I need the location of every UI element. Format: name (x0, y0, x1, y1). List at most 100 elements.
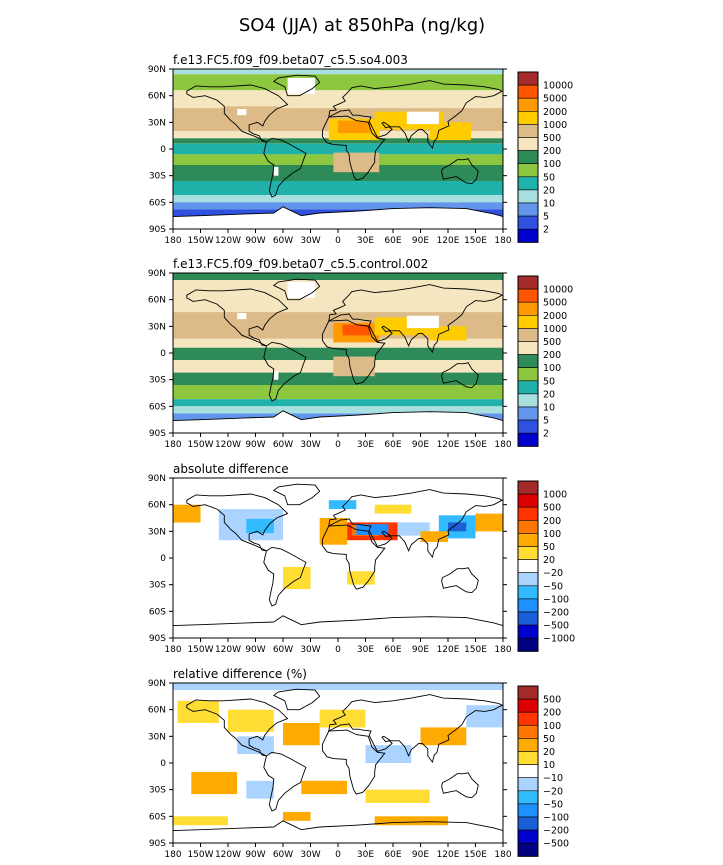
lon-tick-label: 120E (437, 440, 460, 450)
lon-tick-label: 180 (164, 440, 181, 450)
lon-tick-label: 60E (384, 236, 401, 246)
legend-swatch (517, 288, 539, 303)
legend-label: 500 (543, 503, 561, 514)
legend-swatch (517, 711, 539, 726)
color-legend: 500 200 100 50 20 10 −10 −20 −50 −100 −200 −500 (517, 685, 569, 857)
contour-fill (328, 500, 357, 510)
legend-label: 10000 (543, 81, 573, 92)
contour-fill (333, 152, 380, 173)
legend-swatch (517, 432, 539, 447)
legend-swatch (517, 367, 539, 382)
lon-tick-label: 90E (412, 645, 429, 655)
legend-swatch (517, 611, 539, 626)
contour-fill (228, 709, 274, 732)
lat-tick-label: 60S (149, 198, 166, 208)
legend-swatch (517, 493, 539, 508)
contour-fill (374, 816, 448, 826)
legend-label: −500 (543, 621, 569, 632)
legend-label: 1000 (543, 490, 567, 501)
contour-fill (173, 683, 503, 691)
lon-tick-label: 60W (273, 645, 293, 655)
legend-swatch (517, 724, 539, 739)
legend-label: 20 (543, 389, 555, 400)
missing-data (406, 111, 439, 125)
contour-fill (173, 195, 503, 203)
legend-label: 10 (543, 760, 555, 771)
contour-fill (356, 524, 389, 535)
panel-subtitle: f.e13.FC5.f09_f09.beta07_c5.5.control.00… (173, 257, 428, 271)
panel-subtitle: absolute difference (173, 462, 289, 476)
legend-swatch (517, 301, 539, 316)
legend-swatch (517, 572, 539, 587)
contour-fill (319, 518, 348, 545)
legend-label: 200 (543, 146, 561, 157)
lon-tick-label: 150E (464, 850, 487, 860)
legend-label: −200 (543, 826, 569, 837)
missing-data (406, 315, 439, 329)
lon-tick-label: 180 (494, 236, 511, 246)
legend-swatch (517, 176, 539, 191)
legend-label: 50 (543, 542, 555, 553)
panel-4: relative difference (%) 90N 60N 30N 0 30S 60S 9… (148, 667, 569, 860)
legend-label: 10 (543, 199, 555, 210)
legend-label: 500 (543, 133, 561, 144)
lon-tick-label: 90W (245, 236, 265, 246)
contour-fill (319, 709, 366, 728)
legend-swatch (517, 215, 539, 230)
coastline (328, 80, 503, 150)
coastline-greenland (272, 483, 321, 506)
lat-tick-label: 90N (148, 269, 166, 279)
coastline (441, 772, 479, 799)
lon-tick-label: 120W (215, 850, 241, 860)
legend-swatch (517, 829, 539, 844)
lon-tick-label: 90E (412, 850, 429, 860)
legend-label: −50 (543, 799, 563, 810)
lat-tick-label: 60N (148, 501, 166, 511)
legend-swatch (517, 328, 539, 342)
legend-swatch (517, 519, 539, 534)
panel-1: f.e13.FC5.f09_f09.beta07_c5.5.so4.003 90N… (148, 53, 573, 246)
contour-fill (173, 372, 503, 385)
map-field (173, 69, 503, 229)
contour-fill (246, 518, 274, 534)
missing-data (273, 166, 279, 176)
coastline (321, 319, 386, 385)
lon-tick-label: 150W (187, 850, 213, 860)
coastline-antarctica (173, 206, 503, 229)
lon-tick-label: 180 (494, 440, 511, 450)
legend-label: 100 (543, 159, 561, 170)
lat-tick-label: 90S (149, 429, 166, 439)
legend-label: −100 (543, 813, 569, 824)
legend-label: 20 (543, 747, 555, 758)
contour-fill (237, 736, 274, 755)
legend-label: 200 (543, 708, 561, 719)
contour-fill (466, 705, 503, 728)
contour-fill (173, 202, 503, 210)
legend-label: −20 (543, 786, 563, 797)
legend-swatch (517, 419, 539, 434)
lat-tick-label: 90N (148, 65, 166, 75)
legend-label: 50 (543, 376, 555, 387)
panel-subtitle: relative difference (%) (173, 667, 307, 681)
contour-fill (429, 326, 467, 341)
legend-label: −500 (543, 839, 569, 850)
lon-tick-label: 180 (164, 236, 181, 246)
legend-swatch (517, 585, 539, 600)
color-legend: 10000 5000 2000 1000 500 200 100 50 20 10 5 2 (517, 71, 573, 243)
lon-tick-label: 0 (335, 236, 341, 246)
lon-tick-label: 120W (215, 236, 241, 246)
legend-swatch (517, 506, 539, 521)
lat-tick-label: 60S (149, 607, 166, 617)
coastline (186, 288, 289, 347)
coastline (186, 698, 289, 757)
lat-tick-label: 30S (149, 172, 166, 182)
coastline (328, 284, 503, 354)
lon-tick-label: 150W (187, 236, 213, 246)
legend-swatch (517, 354, 539, 369)
legend-label: 10 (543, 403, 555, 414)
legend-swatch (517, 406, 539, 421)
contour-fill (173, 74, 503, 91)
legend-label: −200 (543, 608, 569, 619)
legend-label: 5 (543, 416, 549, 427)
